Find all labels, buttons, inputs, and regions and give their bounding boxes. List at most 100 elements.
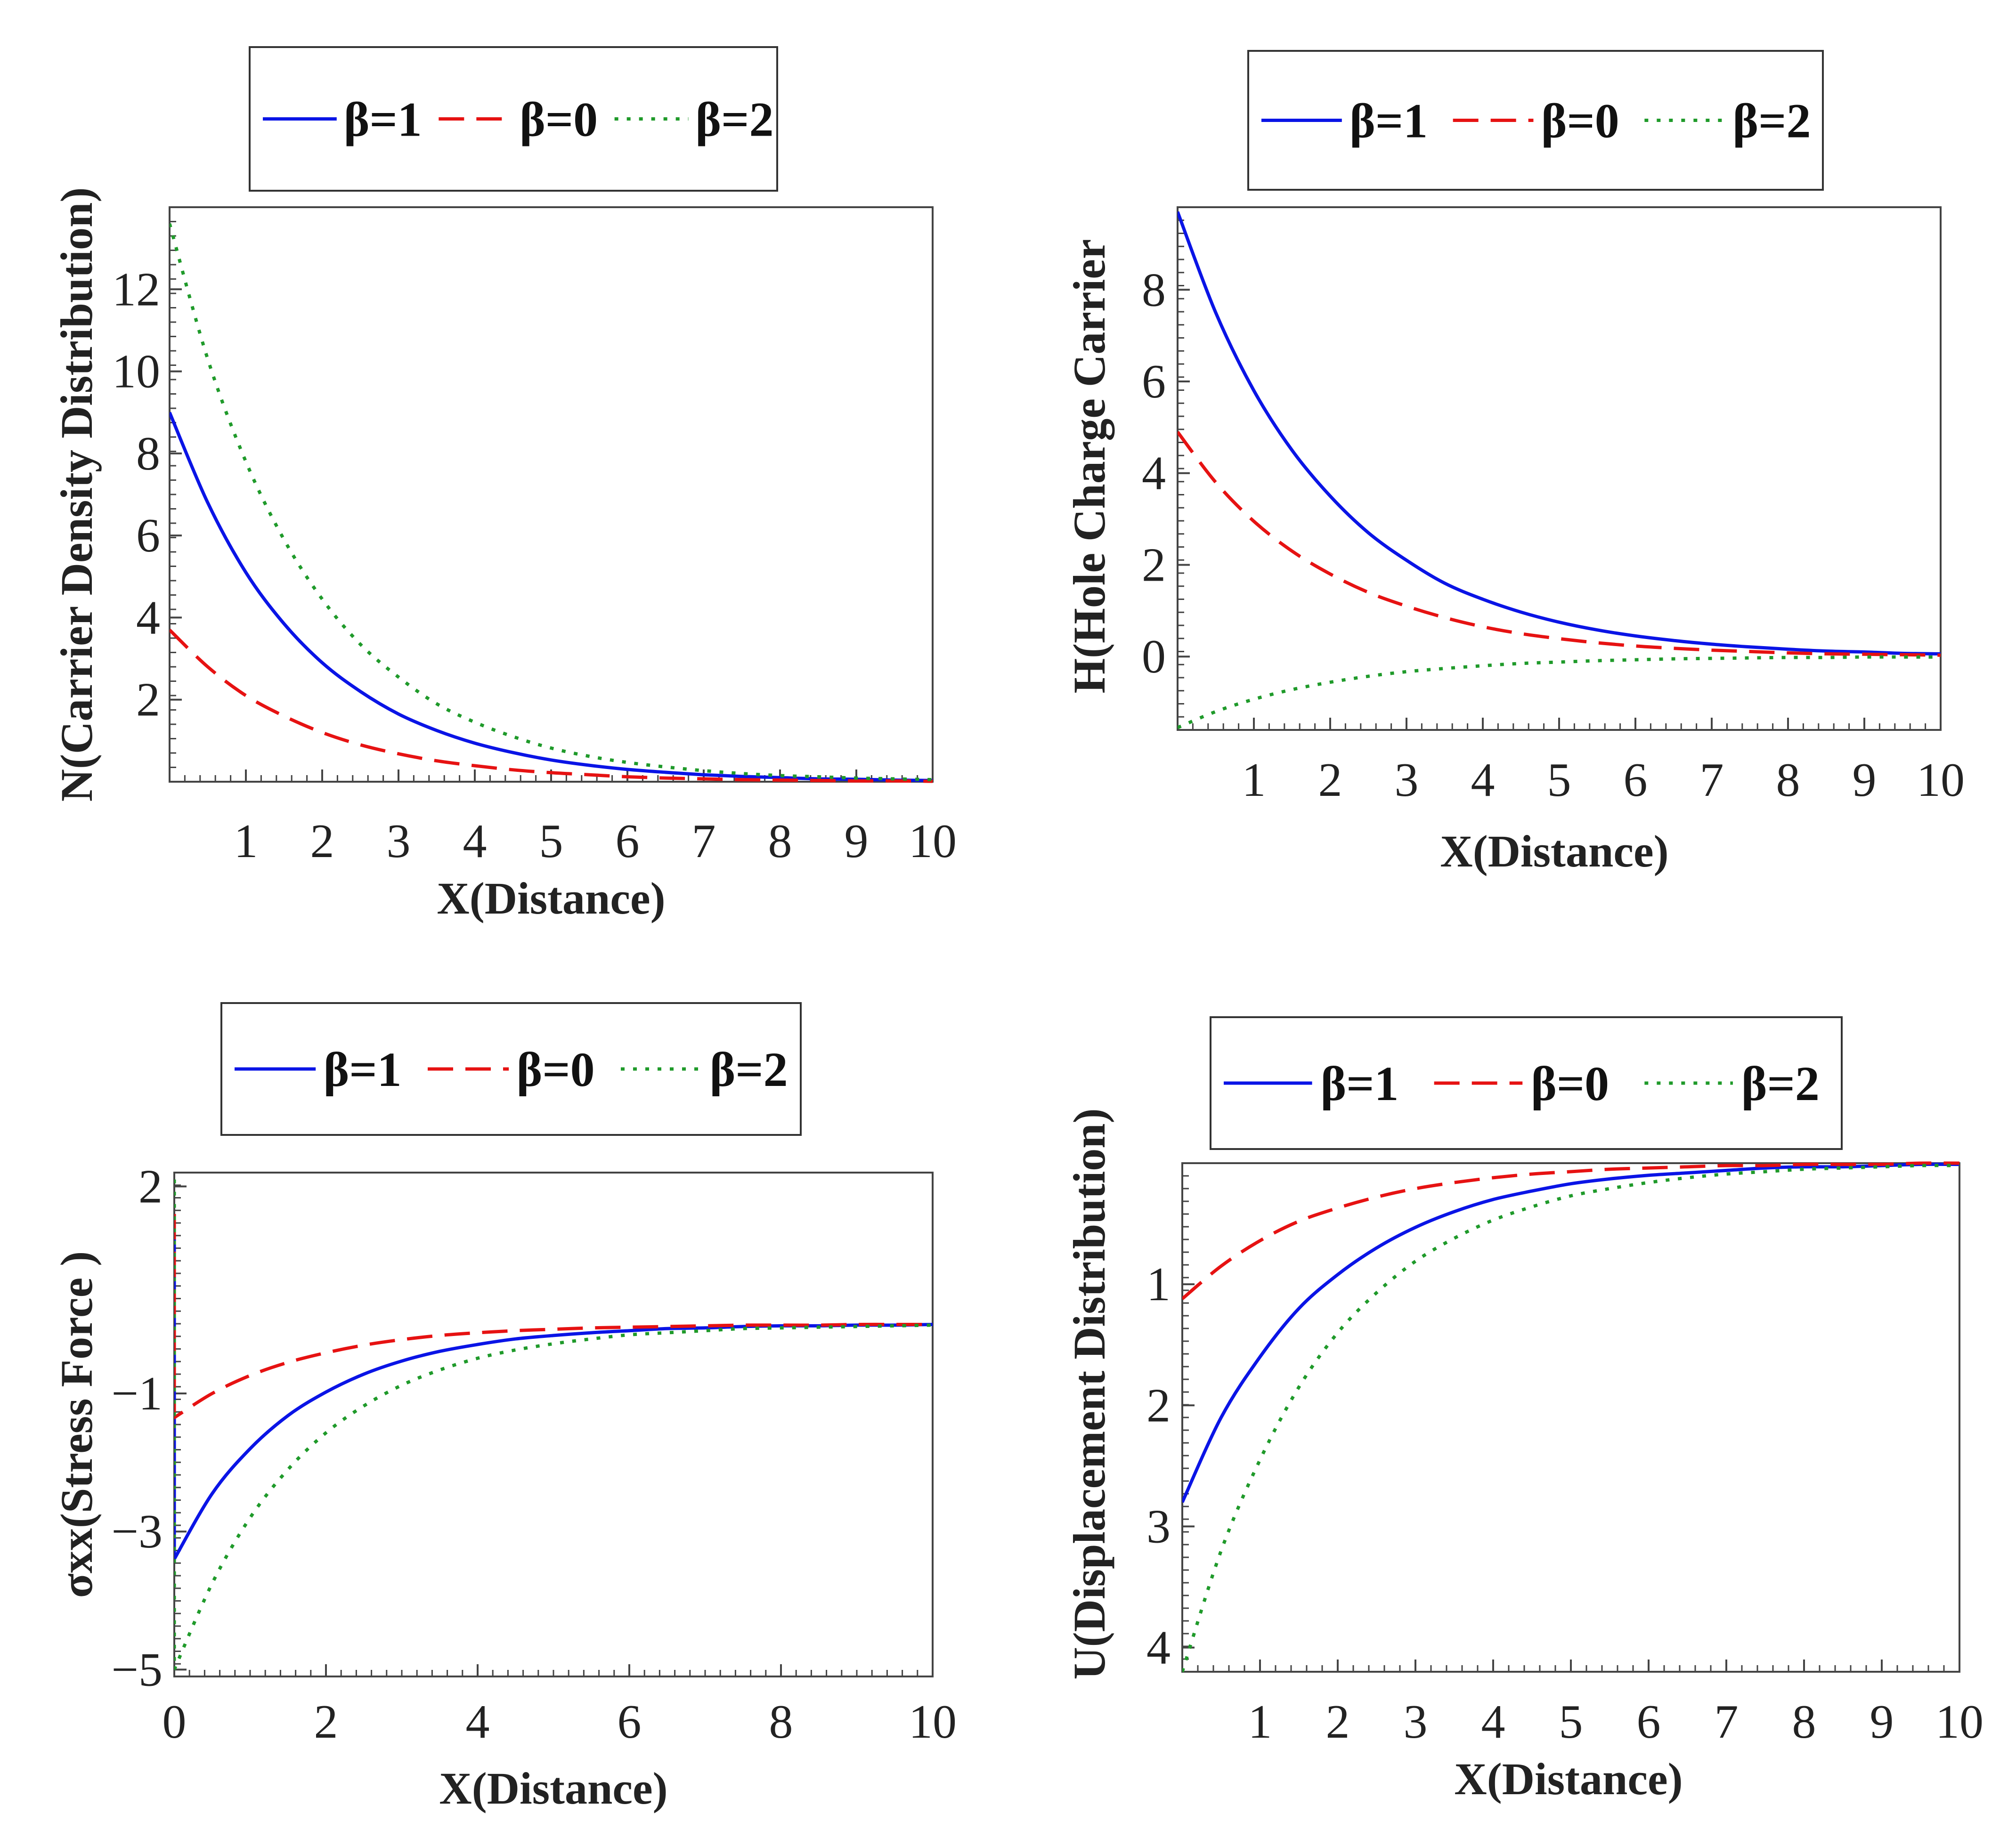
- x-tick-label: 4: [1471, 753, 1495, 807]
- x-tick-label: 6: [616, 815, 640, 868]
- series-line-beta2: [1182, 1164, 1959, 1673]
- y-tick-label: 2: [138, 1160, 163, 1213]
- x-tick-label: 1: [234, 815, 258, 868]
- legend-box: [220, 1002, 802, 1136]
- y-tick-label: 4: [1142, 447, 1166, 500]
- x-tick-label: 10: [1935, 1695, 1983, 1749]
- x-tick-label: 0: [163, 1695, 187, 1749]
- x-tick-label: 7: [692, 815, 716, 868]
- y-tick-label: 2: [136, 673, 160, 727]
- x-minor-ticks: [173, 1670, 934, 1676]
- y-axis-label: N(Carrier Density Distribution): [51, 187, 102, 802]
- y-tick-label: 4: [136, 591, 160, 644]
- y-axis-label: σxx(Stress Force ): [51, 1251, 102, 1598]
- x-tick-label: 9: [1853, 753, 1877, 807]
- y-tick-label: 3: [1146, 1500, 1171, 1553]
- x-tick-label: 6: [618, 1695, 642, 1749]
- legend-label: β=2: [695, 93, 773, 147]
- legend-label: β=0: [1531, 1057, 1609, 1111]
- x-tick-label: 4: [463, 815, 487, 868]
- y-minor-ticks: [1182, 1162, 1189, 1673]
- chart-panel-carrier-density: 1 2 3 4 5 6 7 8 9 1024681012X(Distance)N(Carrier …: [51, 46, 957, 923]
- y-tick-label: 0: [1142, 630, 1166, 683]
- x-tick-label: 4: [1481, 1695, 1505, 1749]
- x-axis-label: X(Distance): [439, 1763, 667, 1814]
- x-tick-label: 3: [387, 815, 411, 868]
- legend: β=1 β=0 β=2: [220, 1002, 802, 1136]
- legend-label: β=0: [520, 93, 598, 147]
- x-tick-label: 8: [1776, 753, 1800, 807]
- y-tick-label: −3: [111, 1505, 163, 1558]
- series-line-beta2: [170, 223, 933, 782]
- legend-box: [1247, 50, 1824, 191]
- legend-label: β=1: [1320, 1057, 1398, 1111]
- y-minor-ticks: [1178, 206, 1184, 731]
- chart-panel-stress-force: 0 2 4 6 8 10 2 −1 −3 −5 X(Distance) σxx(Stress Forc…: [51, 1002, 957, 1814]
- x-tick-label: 5: [539, 815, 563, 868]
- x-axis-label: X(Distance): [1454, 1754, 1683, 1804]
- x-tick-label: 10: [909, 1695, 957, 1749]
- legend-label: β=0: [1541, 94, 1619, 148]
- x-tick-label: 7: [1700, 753, 1724, 807]
- series-line-beta1: [1178, 211, 1941, 656]
- legend: β=1 β=0 β=2: [1247, 50, 1824, 191]
- x-tick-label: 10: [1917, 753, 1965, 807]
- legend: β=1 β=0 β=2: [1210, 1016, 1843, 1150]
- x-tick-label: 2: [1326, 1695, 1350, 1749]
- series-line-beta0: [1178, 430, 1941, 657]
- x-tick-label: 6: [1637, 1695, 1661, 1749]
- y-tick-label: 10: [112, 345, 160, 398]
- x-axis-label: X(Distance): [1440, 826, 1668, 876]
- y-tick-label: 1: [1146, 1258, 1171, 1311]
- y-axis-label: U(Displacement Distribution): [1064, 1108, 1114, 1679]
- y-tick-label: 6: [136, 509, 160, 562]
- series-line-beta0: [170, 629, 933, 783]
- y-tick-label: −5: [111, 1643, 163, 1696]
- x-axis-label: X(Distance): [437, 873, 665, 923]
- y-axis-label: H(Hole Charge Carrier: [1064, 239, 1114, 694]
- x-tick-label: 2: [1318, 753, 1342, 807]
- x-tick-label: 5: [1547, 753, 1571, 807]
- legend-label: β=2: [1732, 94, 1811, 148]
- legend-label: β=1: [324, 1043, 402, 1097]
- y-minor-ticks: [170, 206, 176, 783]
- x-tick-label: 6: [1624, 753, 1648, 807]
- y-tick-label: 2: [1142, 538, 1166, 591]
- x-tick-label: 8: [1792, 1695, 1816, 1749]
- series-line-beta0: [174, 1214, 933, 1420]
- y-tick-label: −1: [111, 1367, 163, 1420]
- legend-label: β=2: [1741, 1057, 1820, 1111]
- y-tick-label: 4: [1146, 1621, 1171, 1675]
- series-line-beta0: [1182, 1161, 1959, 1300]
- y-tick-label: 8: [1142, 263, 1166, 316]
- y-tick-label: 6: [1142, 355, 1166, 408]
- x-tick-label: 10: [909, 815, 957, 868]
- x-tick-label: 2: [310, 815, 334, 868]
- series-line-beta1: [170, 412, 933, 782]
- y-tick-label: 8: [136, 427, 160, 480]
- x-tick-label: 7: [1715, 1695, 1739, 1749]
- x-tick-label: 2: [314, 1695, 338, 1749]
- chart-panel-displacement: 1 2 3 4 5 6 7 8 9 101234X(Distance)U(Displacement…: [1064, 1016, 1983, 1804]
- x-tick-label: 4: [466, 1695, 490, 1749]
- x-tick-label: 8: [769, 1695, 793, 1749]
- legend-box: [1210, 1016, 1843, 1150]
- legend-label: β=0: [517, 1043, 595, 1097]
- x-tick-label: 3: [1395, 753, 1419, 807]
- x-tick-label: 9: [1870, 1695, 1894, 1749]
- x-tick-label: 5: [1559, 1695, 1583, 1749]
- legend: β=1 β=0 β=2: [249, 46, 778, 192]
- series-line-beta1: [1182, 1162, 1959, 1503]
- legend-label: β=2: [710, 1043, 788, 1097]
- y-tick-label: 12: [112, 263, 160, 316]
- x-tick-label: 1: [1248, 1695, 1272, 1749]
- x-tick-label: 8: [768, 815, 792, 868]
- x-tick-label: 1: [1242, 753, 1266, 807]
- x-tick-label: 3: [1404, 1695, 1428, 1749]
- legend-box: [249, 46, 778, 192]
- x-tick-label: 9: [845, 815, 869, 868]
- legend-label: β=1: [344, 93, 422, 147]
